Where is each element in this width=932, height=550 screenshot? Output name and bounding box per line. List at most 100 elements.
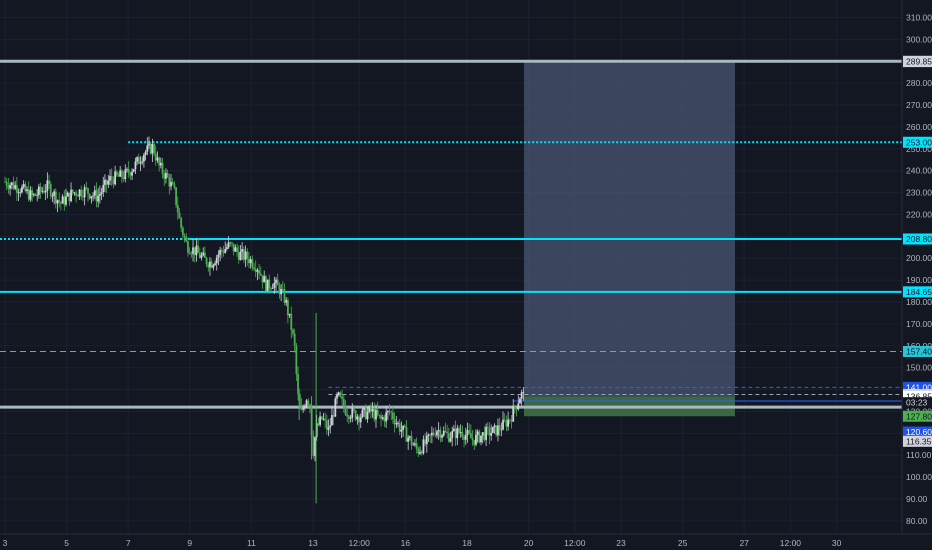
candle-body [249,259,252,264]
candle-body [298,393,301,407]
candle-body [149,143,152,154]
candle-body [353,408,355,411]
price-tag-text: 127.80 [906,411,932,421]
candle-body [48,180,50,185]
candle-body [258,270,260,274]
candle-body [519,398,521,404]
candle-body [251,259,254,268]
candle-body [386,410,389,413]
candle-body [17,192,20,194]
candle-body [37,186,40,195]
candle-body [253,267,255,270]
time-axis[interactable]: 3 5 7 9 11 13 12:00 16 18 20 12:00 23 25 27 12:00 30 [3,538,842,548]
candle-body [9,184,11,189]
candle-body [117,175,120,177]
price-tick-label: 250.00 [906,144,932,154]
price-tick-label: 100.00 [906,472,932,482]
candle-body [419,451,421,454]
time-tick-label: 25 [678,538,688,548]
candle-body [491,426,494,433]
candle-body [512,406,515,422]
candle-body [254,269,257,272]
candle-body [424,439,427,445]
time-tick-label: 12:00 [780,538,802,548]
horizontal-levels[interactable] [0,59,902,409]
candle-body [268,279,271,289]
candle-body [522,391,525,393]
candle-body [503,419,506,421]
candle-body [434,434,437,436]
level-price-tag-bg [903,381,932,393]
level-price-tag-text: 208.80 [906,234,932,244]
candle-body [212,264,215,268]
candle-body [459,432,462,433]
candle-body [7,185,10,189]
candle-body [53,191,56,196]
candle-body [203,252,206,258]
position-box[interactable] [523,61,735,417]
candle-body [122,177,125,180]
candle-body [397,423,399,424]
target-zone[interactable] [523,61,735,397]
price-tick-label: 110.00 [906,450,932,460]
candle-body [102,184,105,193]
price-tick-label: 300.00 [906,34,932,44]
candle-body [51,195,54,197]
price-axis[interactable]: 80.0090.00100.00110.00120.00130.00140.00… [906,13,932,526]
candle-body [110,176,113,180]
time-tick-label: 3 [3,538,8,548]
price-tick-label: 220.00 [906,209,932,219]
candle-body [446,431,449,434]
price-tag: 116.35 [903,435,932,447]
candle-body [475,434,477,445]
candle-body [351,408,354,418]
candle-body [347,416,350,419]
candle-body [266,279,269,292]
candle-body [307,400,310,405]
candle-body [256,270,259,272]
price-tag-text: 03:23 [906,398,928,408]
candle-body [41,190,44,192]
candle-body [148,143,150,146]
candle-body [112,179,115,185]
candle-body [220,249,223,252]
candle-body [476,431,479,435]
candle-body [143,155,145,162]
candle-body [271,287,274,289]
price-tick-label: 170.00 [906,319,932,329]
price-tick-label: 240.00 [906,166,932,176]
candle-body [281,289,284,290]
candle-body [231,242,233,244]
candle-body [119,170,122,177]
candle-body [107,180,110,185]
candle-body [170,182,172,187]
candle-body [210,261,213,268]
candle-body [205,257,208,265]
candle-body [408,436,411,438]
level-price-tag-bg [903,286,932,298]
candle-body [407,437,410,442]
level-price-tag-text: 141.00 [906,382,932,392]
time-tick-label: 13 [308,538,318,548]
candle-body [180,218,183,228]
candle-body [21,187,23,193]
candle-body [439,430,442,438]
candle-body [259,273,262,276]
candle-body [22,184,25,188]
candle-body [358,416,360,423]
candle-body [400,429,403,432]
candle-body [175,187,177,205]
candle-body [414,443,416,445]
candle-body [436,431,438,436]
candle-body [378,414,381,416]
candle-body [402,425,404,430]
candle-body [264,276,267,292]
candle-body [285,300,288,303]
candle-body [165,172,167,179]
candle-body [88,193,91,199]
candle-body [295,345,298,374]
level-price-tag-text: 184.65 [906,287,932,297]
level-price-tag-text: 157.40 [906,346,932,356]
candle-body [349,417,352,419]
